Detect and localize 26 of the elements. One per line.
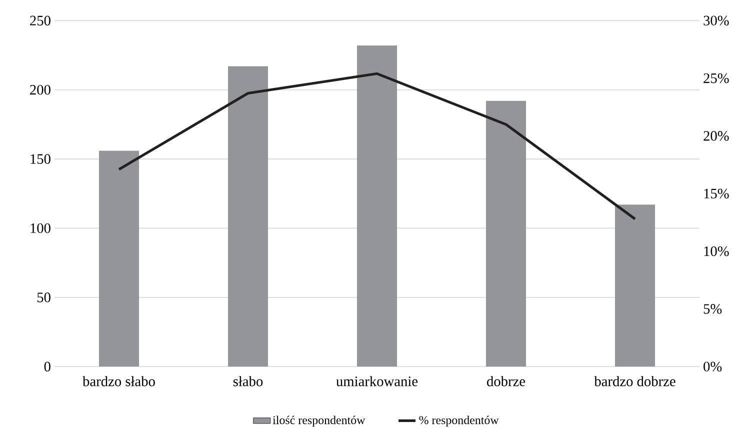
y-tick-label: 50 — [37, 292, 50, 302]
x-tick-label: słabo — [233, 376, 263, 386]
legend-label: % respondentów — [419, 416, 499, 427]
bar — [99, 150, 139, 367]
x-tick-label: umiarkowanie — [336, 376, 418, 386]
y2-tick-label: 30% — [704, 16, 729, 26]
bar — [615, 204, 656, 367]
legend-label: ilość respondentów — [272, 416, 366, 427]
y-tick-label: 0 — [44, 362, 50, 372]
y2-tick-label: 10% — [704, 246, 729, 256]
y-tick-label: 250 — [30, 16, 50, 26]
x-tick-label: bardzo słabo — [82, 376, 155, 386]
y2-tick-label: 25% — [704, 73, 729, 84]
y2-tick-label: 5% — [704, 304, 722, 314]
x-tick-label: bardzo dobrze — [594, 376, 676, 386]
y2-tick-label: 0% — [704, 362, 722, 372]
y-tick-label: 200 — [30, 84, 50, 95]
bar — [357, 46, 398, 367]
y-tick-label: 150 — [30, 154, 50, 164]
y2-tick-label: 15% — [704, 188, 729, 198]
y2-tick-label: 20% — [704, 131, 729, 141]
line-series — [118, 72, 636, 220]
bar — [228, 66, 268, 367]
y-tick-label: 100 — [30, 223, 50, 234]
bar — [486, 100, 526, 367]
x-tick-label: dobrze — [487, 376, 526, 386]
